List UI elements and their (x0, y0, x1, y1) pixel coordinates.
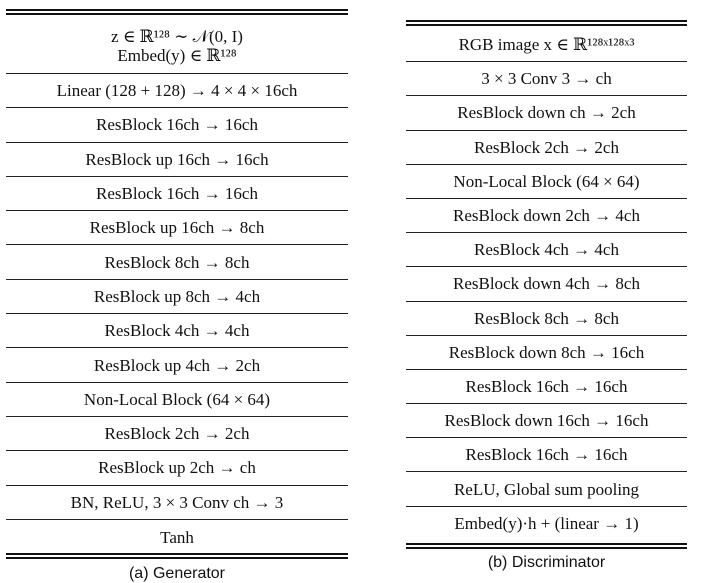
discriminator-caption: (b) Discriminator (487, 554, 606, 571)
generator-row: ResBlock up 4ch → 2ch (6, 348, 348, 383)
generator-row: ResBlock 8ch → 8ch (6, 245, 348, 280)
generator-row: ResBlock 4ch → 4ch (6, 314, 348, 349)
discriminator-row: ReLU, Global sum pooling (406, 472, 687, 507)
generator-row: Non-Local Block (64 × 64) (6, 383, 348, 417)
discriminator-row: Non-Local Block (64 × 64) (406, 165, 687, 199)
discriminator-row: ResBlock 4ch → 4ch (406, 233, 687, 268)
generator-row: ResBlock 2ch → 2ch (6, 417, 348, 452)
discriminator-row: ResBlock down 2ch → 4ch (406, 199, 687, 234)
generator-caption: (a) Generator (128, 565, 226, 582)
generator-row: Linear (128 + 128) → 4 × 4 × 16ch (6, 74, 348, 109)
discriminator-bottom-rule (406, 543, 687, 549)
discriminator-top-rule (406, 20, 687, 26)
discriminator-row: ResBlock 2ch → 2ch (406, 131, 687, 165)
generator-rows: z ∈ ℝ¹²⁸ ∼ 𝒩(0, I) Embed(y) ∈ ℝ¹²⁸ Linea… (6, 17, 348, 554)
generator-top-rule (6, 9, 348, 15)
discriminator-row: Embed(y)·h + (linear → 1) (454, 514, 639, 534)
discriminator-rows: RGB image x ∈ ℝ¹²⁸ˣ¹²⁸ˣ³ 3 × 3 Conv 3 → … (406, 28, 687, 541)
generator-input-embed: Embed(y) ∈ ℝ¹²⁸ (117, 46, 237, 65)
discriminator-row: ResBlock 8ch → 8ch (406, 302, 687, 336)
generator-row: ResBlock up 16ch → 16ch (6, 143, 348, 177)
generator-row: ResBlock up 2ch → ch (6, 451, 348, 486)
generator-input-row: z ∈ ℝ¹²⁸ ∼ 𝒩(0, I) Embed(y) ∈ ℝ¹²⁸ (6, 17, 348, 74)
generator-row: BN, ReLU, 3 × 3 Conv ch → 3 (6, 486, 348, 520)
generator-bottom-rule (6, 553, 348, 559)
discriminator-row: ResBlock 16ch → 16ch (406, 438, 687, 473)
generator-row: ResBlock 16ch → 16ch (6, 108, 348, 143)
discriminator-row: ResBlock down ch → 2ch (406, 96, 687, 131)
generator-row: ResBlock 16ch → 16ch (6, 177, 348, 212)
generator-row: Tanh (160, 527, 194, 547)
generator-row: ResBlock up 16ch → 8ch (6, 211, 348, 246)
discriminator-row: ResBlock down 8ch → 16ch (406, 336, 687, 370)
discriminator-row: ResBlock 16ch → 16ch (406, 370, 687, 405)
discriminator-row: ResBlock down 4ch → 8ch (406, 267, 687, 302)
discriminator-row: RGB image x ∈ ℝ¹²⁸ˣ¹²⁸ˣ³ (406, 28, 687, 63)
discriminator-row: ResBlock down 16ch → 16ch (406, 404, 687, 439)
generator-input-latent: z ∈ ℝ¹²⁸ ∼ 𝒩(0, I) (111, 27, 243, 46)
generator-row: ResBlock up 8ch → 4ch (6, 280, 348, 315)
discriminator-row: 3 × 3 Conv 3 → ch (406, 62, 687, 97)
